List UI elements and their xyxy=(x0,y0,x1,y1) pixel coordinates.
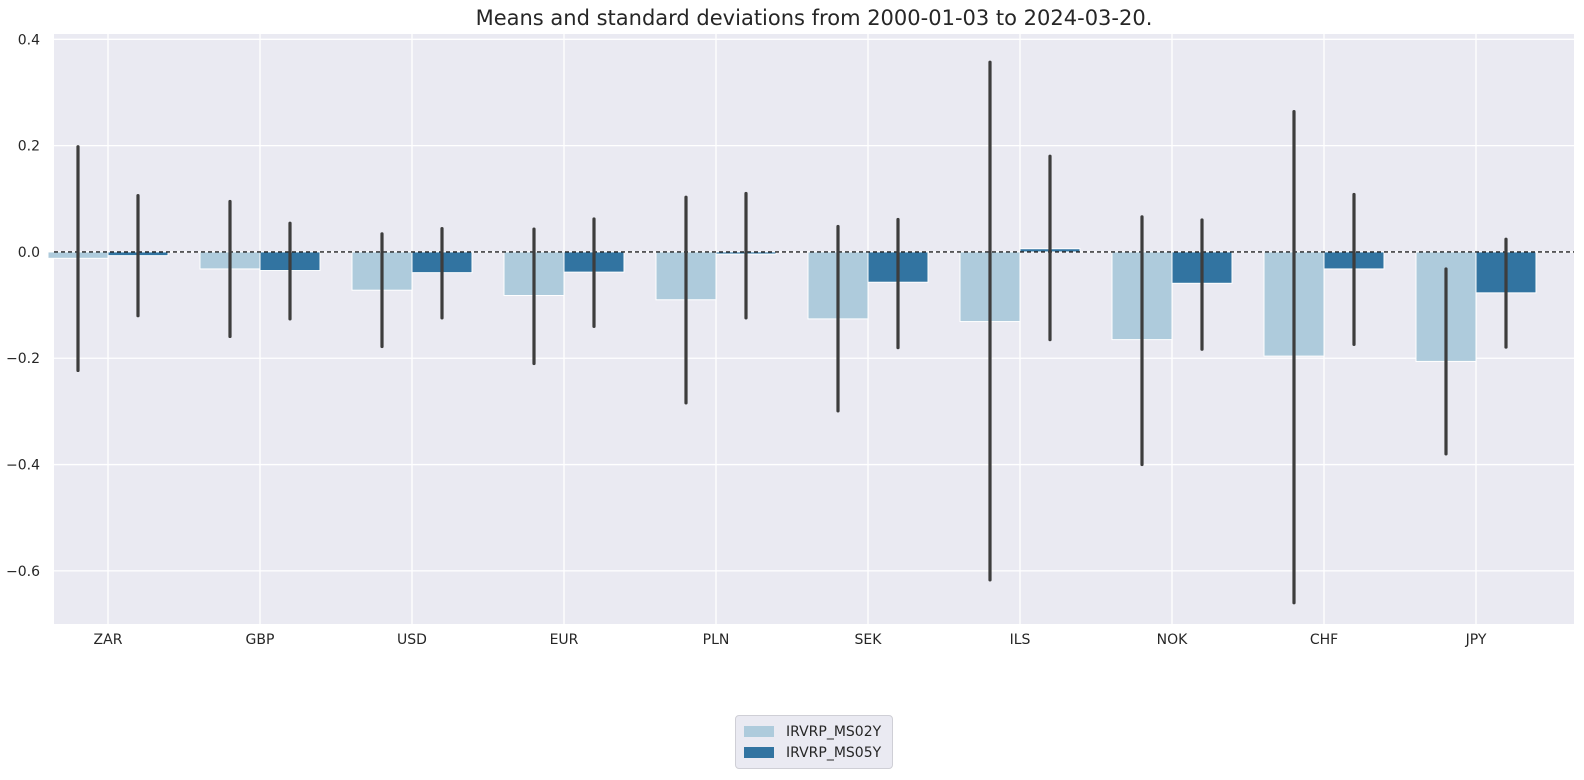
x-tick-label: GBP xyxy=(246,632,275,648)
y-tick-labels: 0.4 0.2 0.0 −0.2 −0.4 −0.6 xyxy=(6,32,40,580)
x-tick-label: USD xyxy=(397,632,427,648)
error-bars xyxy=(76,60,1508,605)
legend-label-ms02y: IRVRP_MS02Y xyxy=(786,723,882,740)
x-tick-labels: ZAR GBP USD EUR PLN SEK ILS NOK CHF JPY xyxy=(94,632,1487,648)
y-tick-label: 0.0 xyxy=(18,245,40,261)
x-tick-label: EUR xyxy=(550,632,579,648)
y-tick-label: −0.2 xyxy=(6,351,40,367)
x-tick-label: NOK xyxy=(1157,632,1188,648)
y-tick-label: 0.4 xyxy=(18,32,40,48)
y-tick-label: −0.4 xyxy=(6,458,40,474)
legend: IRVRP_MS02Y IRVRP_MS05Y xyxy=(735,715,893,769)
chart-title: Means and standard deviations from 2000-… xyxy=(475,6,1153,30)
x-tick-label: ILS xyxy=(1010,632,1031,648)
legend-swatch-ms02y xyxy=(744,726,774,737)
plot-background xyxy=(54,34,1574,624)
x-tick-label: ZAR xyxy=(94,632,123,648)
x-tick-label: SEK xyxy=(855,632,883,648)
x-tick-label: JPY xyxy=(1465,632,1487,648)
y-tick-label: −0.6 xyxy=(6,564,40,580)
legend-label-ms05y: IRVRP_MS05Y xyxy=(786,744,882,761)
x-tick-label: CHF xyxy=(1310,632,1338,648)
legend-swatch-ms05y xyxy=(744,747,774,758)
y-tick-label: 0.2 xyxy=(18,139,40,155)
legend-item-ms02y: IRVRP_MS02Y xyxy=(744,721,884,742)
x-tick-label: PLN xyxy=(703,632,730,648)
legend-item-ms05y: IRVRP_MS05Y xyxy=(744,742,884,763)
